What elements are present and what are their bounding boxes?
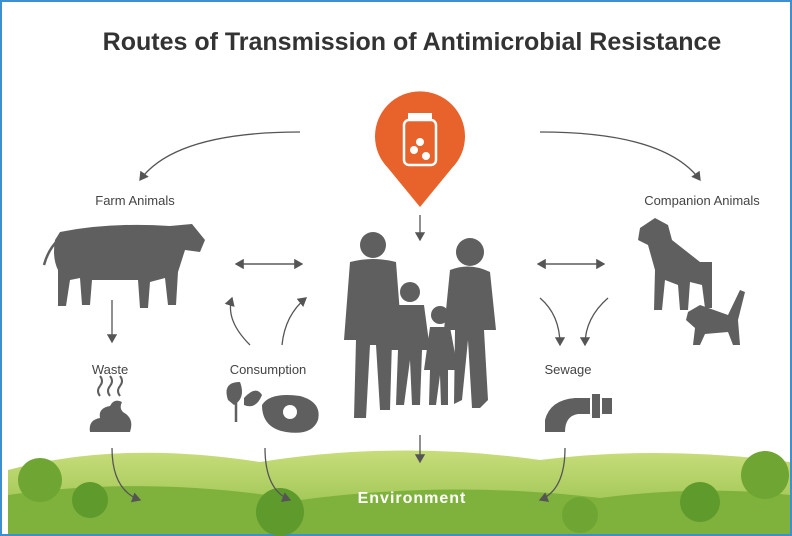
diagram: Routes of Transmission of Antimicrobial … [0, 0, 792, 536]
environment-label: Environment [358, 490, 467, 507]
node-label: Companion Animals [644, 193, 760, 208]
node-label: Farm Animals [95, 193, 175, 208]
title: Routes of Transmission of Antimicrobial … [103, 28, 722, 56]
node-label: Consumption [230, 362, 307, 377]
node-label: Waste [92, 362, 128, 377]
node-label: Sewage [545, 362, 592, 377]
